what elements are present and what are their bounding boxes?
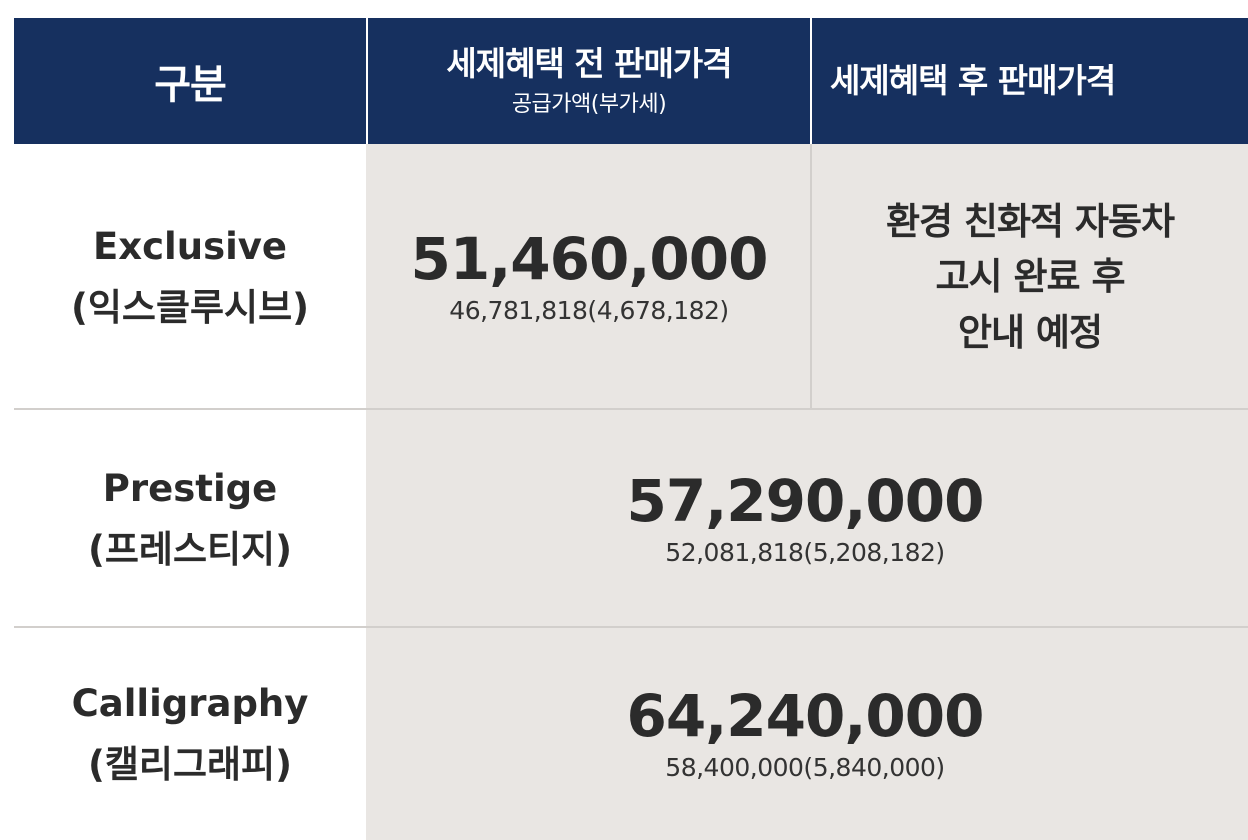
row-divider-2: [14, 626, 1248, 628]
header-after-title: 세제혜택 후 판매가격: [830, 61, 1116, 101]
price-detail: 58,400,000(5,840,000): [665, 752, 945, 782]
price-main: 51,460,000: [410, 225, 769, 294]
header-grade-cell: 구분: [14, 18, 366, 144]
price-main: 64,240,000: [626, 682, 985, 751]
header-grade-label: 구분: [154, 62, 227, 108]
row-divider-1: [14, 408, 1248, 410]
row-prestige-price-cell: 57,290,000 52,081,818(5,208,182): [366, 410, 1248, 628]
grade-name-ko: (캘리그래피): [87, 743, 293, 786]
row-prestige-grade-cell: Prestige (프레스티지): [14, 410, 366, 628]
grade-name-en: Exclusive: [92, 224, 287, 268]
price-detail: 52,081,818(5,208,182): [665, 537, 945, 567]
row-exclusive-after-price-cell: 환경 친화적 자동차 고시 완료 후 안내 예정: [812, 144, 1248, 410]
grade-name-ko: (프레스티지): [87, 528, 293, 571]
row-exclusive-before-price-cell: 51,460,000 46,781,818(4,678,182): [366, 144, 812, 410]
row-calligraphy-grade-cell: Calligraphy (캘리그래피): [14, 628, 366, 840]
grade-name-en: Calligraphy: [71, 681, 309, 725]
header-before-cell: 세제혜택 전 판매가격 공급가액(부가세): [368, 18, 810, 144]
grade-name-en: Prestige: [102, 466, 278, 510]
row-exclusive-grade-cell: Exclusive (익스클루시브): [14, 144, 366, 410]
header-before-title: 세제혜택 전 판매가격: [446, 44, 732, 84]
price-main: 57,290,000: [626, 467, 985, 536]
header-divider-1: [366, 18, 368, 144]
after-notice-line-3: 안내 예정: [957, 310, 1103, 354]
grade-name-ko: (익스클루시브): [70, 286, 310, 329]
row-calligraphy-price-cell: 64,240,000 58,400,000(5,840,000): [366, 628, 1248, 840]
header-after-cell: 세제혜택 후 판매가격: [812, 18, 1248, 144]
header-before-subtitle: 공급가액(부가세): [511, 91, 667, 117]
row1-column-divider: [810, 144, 812, 410]
price-detail: 46,781,818(4,678,182): [449, 295, 729, 325]
header-divider-2: [810, 18, 812, 144]
after-notice-line-2: 고시 완료 후: [935, 255, 1126, 299]
after-notice-line-1: 환경 친화적 자동차: [885, 199, 1175, 243]
